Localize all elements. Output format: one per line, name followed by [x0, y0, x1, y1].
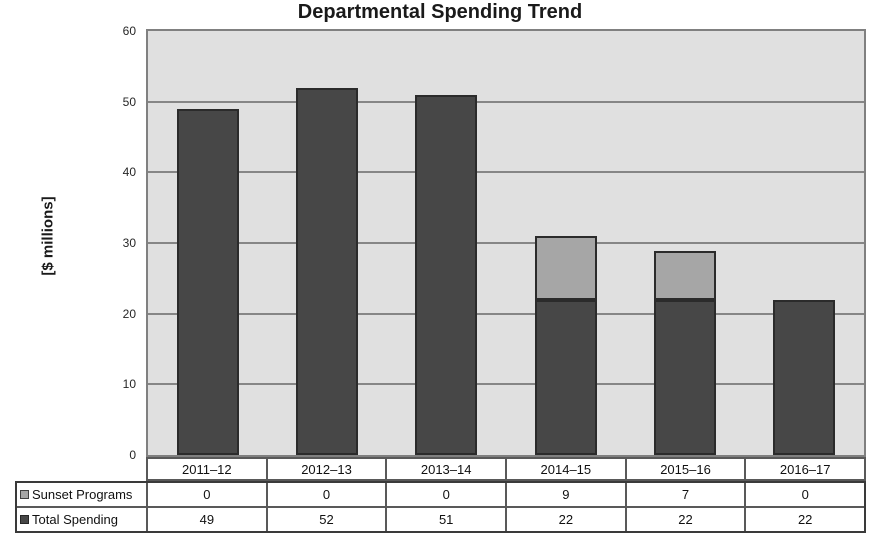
bar-2012–13 [296, 88, 358, 455]
bar-segment-total-spending [654, 300, 716, 455]
y-tick-label: 10 [122, 377, 136, 392]
data-table: Sunset Programs 0 0 0 9 7 0 Total Spending 49 52 5… [15, 481, 866, 533]
table-value-cell: 52 [268, 508, 388, 531]
table-value-cell: 7 [627, 483, 747, 506]
bar-segment-total-spending [177, 109, 239, 455]
table-value-cell: 22 [627, 508, 747, 531]
plot-area [146, 29, 866, 457]
table-value-cell: 22 [797, 512, 813, 527]
series-label: Total Spending [17, 508, 148, 531]
table-value-cell: 49 [148, 508, 268, 531]
gridline [148, 171, 864, 174]
bar-segment-total-spending [773, 300, 835, 455]
x-category-cell: 2011–12 [148, 459, 268, 479]
x-category-cell: 2016–17 [746, 459, 865, 479]
gridline [148, 383, 864, 386]
y-tick-label: 60 [122, 24, 136, 38]
table-value-cell: 0 [148, 483, 268, 506]
bar-segment-sunset-programs [535, 236, 597, 300]
series-name: Total Spending [32, 512, 119, 527]
y-axis-title: [$ millions] [39, 196, 57, 276]
legend-key-icon [20, 515, 29, 524]
series-label: Sunset Programs [17, 483, 148, 506]
table-row-total-spending: Total Spending 49 52 51 22 22 22 [17, 508, 864, 531]
x-category-cell: 2014–15 [507, 459, 627, 479]
bar-segment-total-spending [535, 300, 597, 455]
bars-container [148, 31, 864, 455]
bar-2013–14 [415, 95, 477, 455]
x-category-cell: 2012–13 [267, 459, 388, 479]
bar-segment-sunset-programs [654, 251, 716, 300]
chart-title: Departmental Spending Trend [297, 1, 583, 23]
bar-2011–12 [177, 109, 239, 455]
legend-key-icon [20, 490, 29, 499]
table-value-cell: 9 [507, 483, 627, 506]
gridline [148, 100, 864, 103]
bar-2015–16 [654, 251, 716, 455]
x-category-cell: 2013–14 [387, 459, 508, 479]
y-axis-tick-labels: 0 10 20 30 40 50 60 [96, 24, 140, 462]
y-tick-label: 50 [122, 94, 136, 109]
gridline [148, 242, 864, 244]
gridline [148, 312, 864, 315]
table-row-sunset-programs: Sunset Programs 0 0 0 9 7 0 [17, 483, 864, 508]
bar-2016–17 [773, 300, 835, 455]
series-name: Sunset Programs [32, 487, 133, 502]
bar-segment-total-spending [415, 95, 477, 455]
table-value-cell: 0 [387, 483, 508, 506]
x-category-cell: 2015–16 [626, 459, 747, 479]
bar-segment-total-spending [296, 88, 358, 455]
table-value-cell: 0 [268, 483, 388, 506]
y-tick-label: 30 [122, 236, 136, 250]
y-tick-label: 0 [129, 448, 136, 462]
table-value-cell: 22 [507, 508, 627, 531]
x-axis-category-row: 2011–12 2012–13 2013–14 2014–15 2015–16 2016–… [146, 457, 866, 481]
table-value-cell: 51 [387, 508, 508, 531]
y-tick-label: 20 [122, 306, 136, 321]
y-tick-label: 40 [122, 165, 136, 180]
table-value-cell: 0 [801, 487, 809, 502]
bar-2014–15 [535, 236, 597, 455]
